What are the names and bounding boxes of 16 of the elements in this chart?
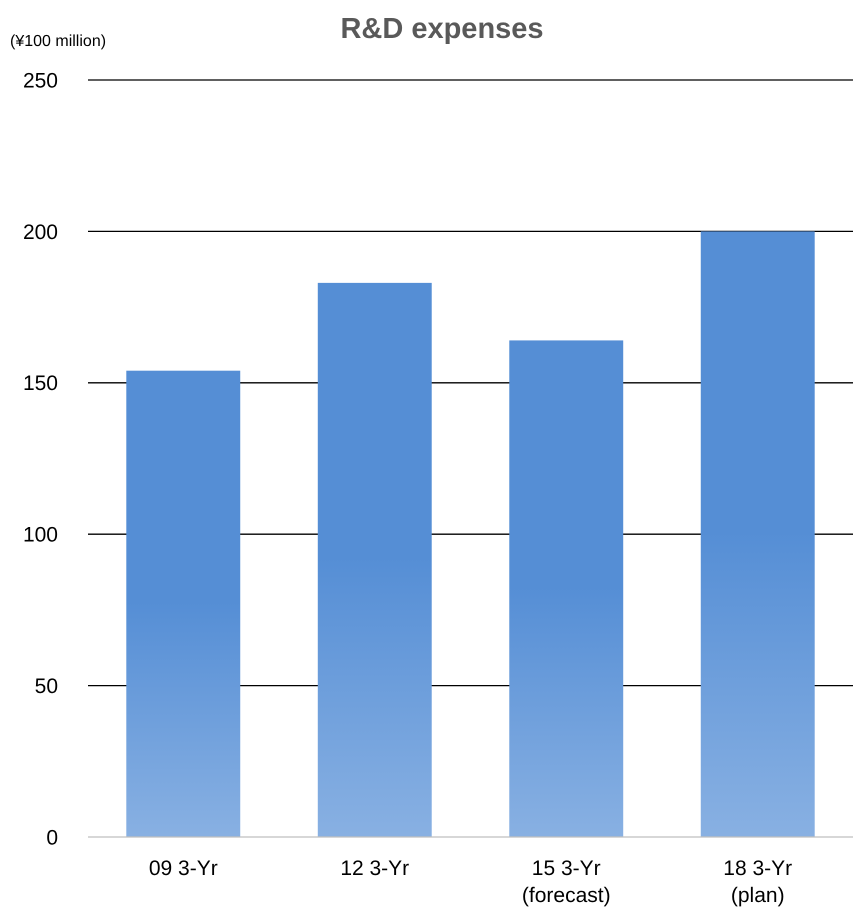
y-tick-label: 100 [22, 524, 58, 547]
x-tick-label: 09 3-Yr [148, 857, 218, 880]
bar [700, 231, 815, 837]
bar [126, 370, 240, 837]
y-tick-label: 0 [46, 826, 58, 850]
y-tick-label: 200 [22, 220, 58, 244]
y-tick-label: 150 [22, 372, 58, 396]
bar [318, 282, 432, 837]
bar [509, 340, 624, 837]
x-tick-label: 15 3-Yr (forecast) [522, 857, 611, 907]
y-axis-title: (¥100 million) [10, 33, 106, 50]
y-tick-label: 250 [22, 69, 58, 92]
x-tick-label: 12 3-Yr [340, 857, 410, 880]
chart-title: R&D expenses [340, 13, 544, 45]
x-tick-label: 18 3-Yr (plan) [723, 857, 792, 907]
y-tick-label: 50 [34, 674, 58, 698]
